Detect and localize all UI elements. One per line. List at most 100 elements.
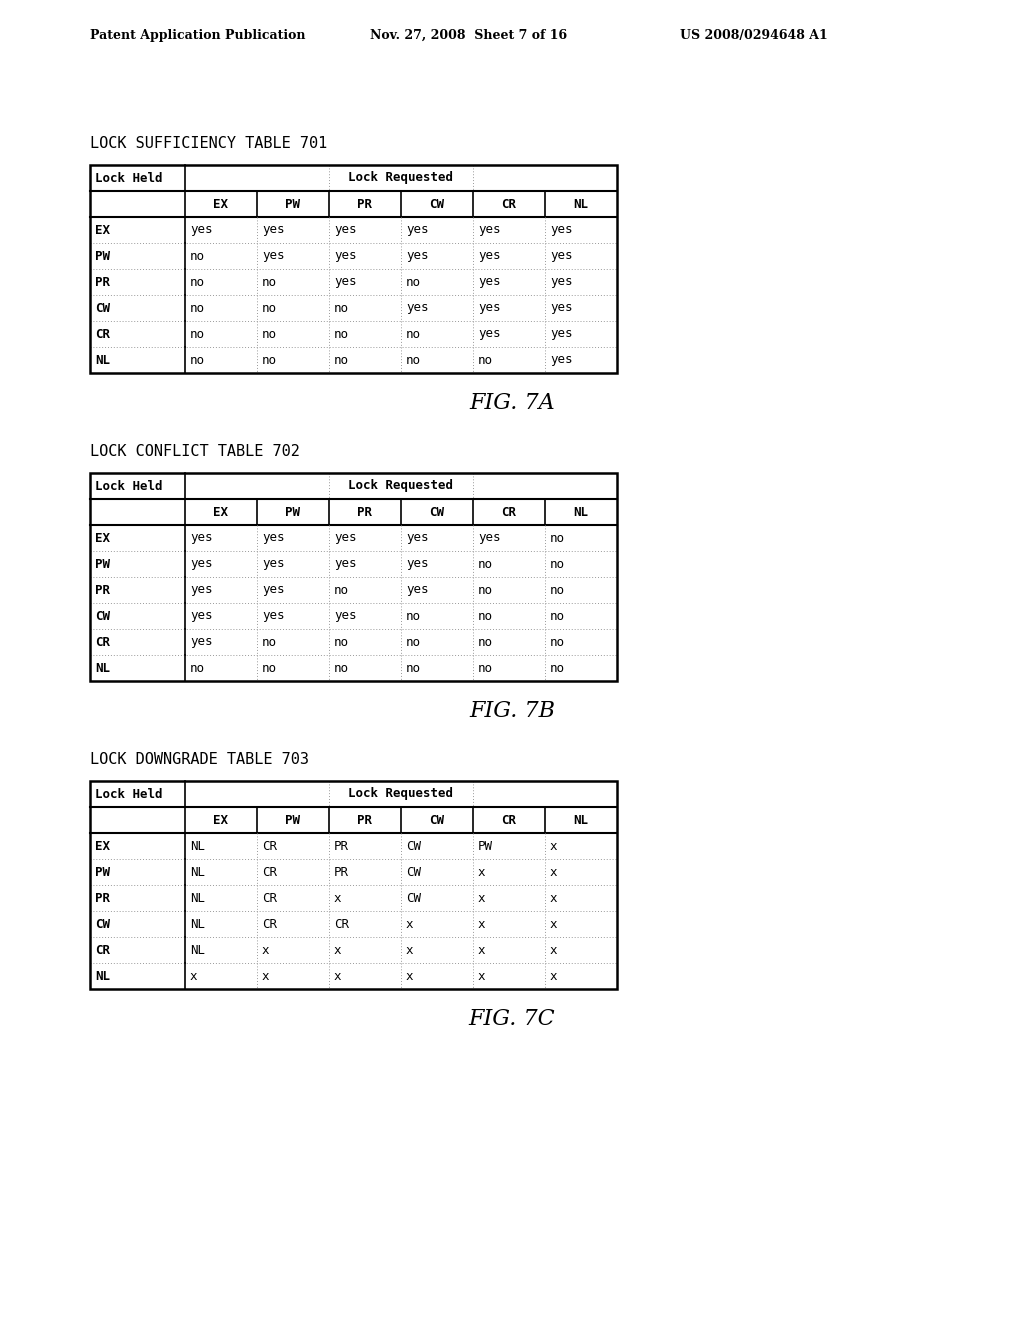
Text: yes: yes: [262, 532, 285, 544]
Text: PR: PR: [95, 891, 110, 904]
Text: Lock Held: Lock Held: [95, 788, 163, 800]
Text: yes: yes: [550, 249, 572, 263]
Text: no: no: [334, 661, 349, 675]
Text: yes: yes: [190, 610, 213, 623]
Text: x: x: [406, 969, 414, 982]
Text: x: x: [334, 944, 341, 957]
Text: yes: yes: [406, 583, 428, 597]
Text: FIG. 7A: FIG. 7A: [469, 392, 555, 414]
Text: CR: CR: [262, 917, 278, 931]
Text: CW: CW: [95, 610, 110, 623]
Text: x: x: [550, 866, 557, 879]
Text: x: x: [550, 969, 557, 982]
Text: Nov. 27, 2008  Sheet 7 of 16: Nov. 27, 2008 Sheet 7 of 16: [370, 29, 567, 41]
Text: x: x: [550, 891, 557, 904]
Text: PR: PR: [357, 813, 373, 826]
Text: no: no: [406, 661, 421, 675]
Text: NL: NL: [95, 969, 110, 982]
Text: yes: yes: [406, 249, 428, 263]
Text: x: x: [478, 969, 485, 982]
Text: no: no: [478, 583, 493, 597]
Text: CR: CR: [502, 813, 516, 826]
Text: PW: PW: [286, 506, 300, 519]
Text: CR: CR: [262, 840, 278, 853]
Text: CW: CW: [429, 506, 444, 519]
Text: no: no: [262, 327, 278, 341]
Text: CR: CR: [334, 917, 349, 931]
Text: yes: yes: [190, 583, 213, 597]
Text: CW: CW: [429, 198, 444, 210]
Text: CR: CR: [502, 198, 516, 210]
Text: NL: NL: [573, 506, 589, 519]
Text: x: x: [478, 944, 485, 957]
Text: CR: CR: [262, 891, 278, 904]
Text: NL: NL: [95, 661, 110, 675]
Text: NL: NL: [190, 891, 205, 904]
Text: no: no: [190, 249, 205, 263]
Text: yes: yes: [478, 532, 501, 544]
Text: Lock Held: Lock Held: [95, 172, 163, 185]
Text: yes: yes: [334, 223, 356, 236]
Text: yes: yes: [190, 557, 213, 570]
Text: yes: yes: [478, 327, 501, 341]
Text: Patent Application Publication: Patent Application Publication: [90, 29, 305, 41]
Text: CW: CW: [406, 891, 421, 904]
Text: Lock Requested: Lock Requested: [348, 788, 454, 800]
Text: no: no: [478, 661, 493, 675]
Text: x: x: [406, 917, 414, 931]
Text: CR: CR: [502, 506, 516, 519]
Text: no: no: [262, 354, 278, 367]
Text: LOCK CONFLICT TABLE 702: LOCK CONFLICT TABLE 702: [90, 444, 300, 459]
Text: no: no: [334, 327, 349, 341]
Text: FIG. 7B: FIG. 7B: [469, 700, 555, 722]
Text: CW: CW: [406, 840, 421, 853]
Text: yes: yes: [190, 635, 213, 648]
Text: no: no: [334, 635, 349, 648]
Text: no: no: [478, 354, 493, 367]
Text: yes: yes: [406, 532, 428, 544]
Text: x: x: [478, 891, 485, 904]
Text: x: x: [334, 969, 341, 982]
Text: yes: yes: [478, 223, 501, 236]
Text: x: x: [406, 944, 414, 957]
Text: no: no: [334, 583, 349, 597]
Text: x: x: [334, 891, 341, 904]
Text: Lock Held: Lock Held: [95, 479, 163, 492]
Text: no: no: [334, 354, 349, 367]
Text: PR: PR: [95, 276, 110, 289]
Text: no: no: [190, 327, 205, 341]
Text: LOCK SUFFICIENCY TABLE 701: LOCK SUFFICIENCY TABLE 701: [90, 136, 328, 150]
Text: no: no: [334, 301, 349, 314]
Text: yes: yes: [334, 610, 356, 623]
Text: PW: PW: [286, 198, 300, 210]
Text: no: no: [406, 635, 421, 648]
Text: EX: EX: [213, 813, 228, 826]
Text: yes: yes: [334, 557, 356, 570]
Text: EX: EX: [213, 506, 228, 519]
Text: CR: CR: [95, 635, 110, 648]
Text: NL: NL: [95, 354, 110, 367]
Text: yes: yes: [190, 223, 213, 236]
Text: no: no: [550, 532, 565, 544]
Text: no: no: [406, 610, 421, 623]
Text: EX: EX: [213, 198, 228, 210]
Text: x: x: [190, 969, 198, 982]
Text: CR: CR: [95, 327, 110, 341]
Text: no: no: [406, 327, 421, 341]
Bar: [90, 473, 617, 681]
Text: CW: CW: [406, 866, 421, 879]
Text: yes: yes: [262, 583, 285, 597]
Text: yes: yes: [478, 249, 501, 263]
Text: no: no: [550, 557, 565, 570]
Text: PR: PR: [357, 506, 373, 519]
Text: EX: EX: [95, 223, 110, 236]
Text: CW: CW: [429, 813, 444, 826]
Text: yes: yes: [334, 276, 356, 289]
Bar: [90, 781, 617, 989]
Text: no: no: [478, 610, 493, 623]
Text: x: x: [478, 866, 485, 879]
Text: no: no: [190, 276, 205, 289]
Text: yes: yes: [550, 223, 572, 236]
Text: yes: yes: [334, 249, 356, 263]
Text: yes: yes: [334, 532, 356, 544]
